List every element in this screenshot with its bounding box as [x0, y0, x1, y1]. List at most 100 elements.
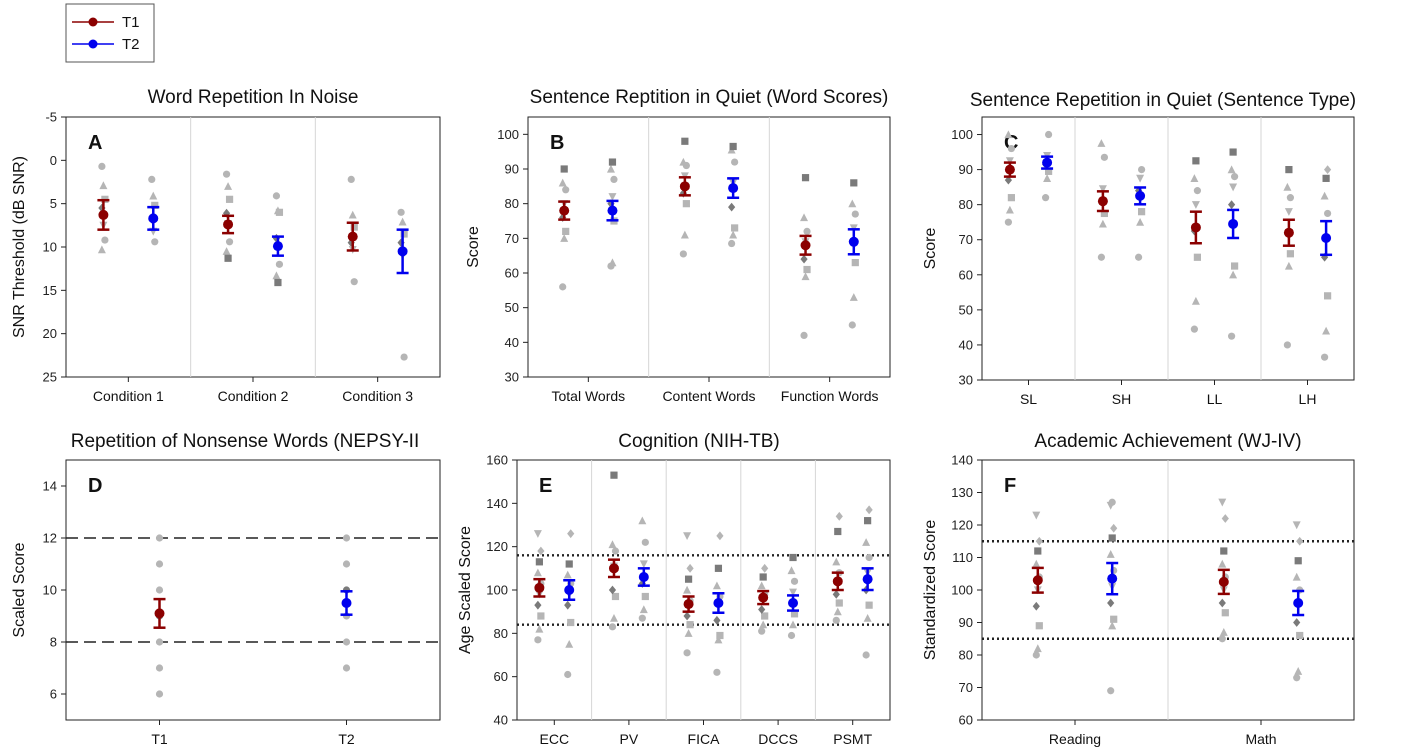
- panel-letter: B: [550, 132, 564, 154]
- panel-C: 30 40 50 60 70 80 90 100 SL SH LL LH Sentence Repeti…: [922, 90, 1356, 407]
- y-tick-label: 14: [43, 479, 57, 494]
- mean-point: [272, 241, 283, 252]
- individual-point: [863, 613, 872, 622]
- individual-point: [1294, 667, 1303, 675]
- individual-point: [1045, 167, 1053, 175]
- individual-point: [1285, 166, 1293, 174]
- individual-point: [1032, 601, 1040, 611]
- y-tick-label: 40: [959, 337, 973, 352]
- y-tick-label: 70: [959, 232, 973, 247]
- mean-point: [679, 181, 690, 192]
- individual-point: [400, 353, 408, 361]
- individual-point: [1035, 536, 1043, 546]
- series-t1: [1031, 498, 1230, 659]
- individual-point: [97, 245, 106, 254]
- individual-point: [833, 607, 842, 616]
- individual-point: [832, 589, 840, 599]
- individual-point: [758, 627, 766, 635]
- individual-point: [1004, 130, 1013, 139]
- mean-point: [1321, 232, 1332, 243]
- individual-point: [1138, 166, 1146, 174]
- y-tick-label: 30: [959, 373, 973, 388]
- individual-point: [610, 471, 618, 479]
- mean-point: [608, 563, 619, 574]
- individual-point: [608, 540, 617, 549]
- mean-point: [1228, 218, 1239, 229]
- individual-point: [849, 293, 858, 301]
- individual-point: [1294, 557, 1302, 565]
- individual-point: [1005, 157, 1014, 166]
- individual-point: [683, 649, 691, 657]
- mean-point: [1107, 573, 1118, 584]
- individual-point: [560, 234, 569, 242]
- mean-point: [713, 598, 724, 608]
- mean-point: [758, 592, 769, 603]
- individual-point: [608, 258, 617, 267]
- individual-point: [1284, 261, 1293, 270]
- individual-point: [1100, 209, 1108, 218]
- y-tick-label: 90: [959, 615, 973, 630]
- individual-point: [790, 610, 799, 618]
- mean-point: [559, 205, 570, 216]
- legend: T1 T2: [65, 3, 155, 63]
- individual-point: [611, 547, 620, 555]
- y-axis-label: Age Scaled Score: [457, 526, 474, 654]
- individual-point: [731, 224, 739, 232]
- mean-point: [1283, 227, 1294, 238]
- legend-box: [65, 3, 155, 63]
- y-tick-label: 10: [43, 583, 57, 598]
- individual-point: [609, 613, 618, 622]
- individual-point: [865, 553, 873, 562]
- individual-point: [1324, 209, 1332, 218]
- individual-point: [347, 175, 355, 183]
- individual-point: [641, 592, 649, 601]
- individual-point: [1284, 208, 1293, 216]
- individual-point: [787, 631, 796, 640]
- individual-point: [608, 623, 617, 631]
- mean-point: [832, 576, 843, 587]
- individual-point: [1097, 253, 1105, 261]
- y-tick-label: 90: [959, 162, 973, 177]
- individual-point: [1110, 523, 1118, 533]
- individual-point: [1293, 618, 1301, 627]
- individual-point: [1227, 165, 1236, 174]
- individual-point: [559, 283, 567, 291]
- individual-point: [1293, 674, 1301, 682]
- individual-point: [400, 230, 408, 238]
- individual-point: [862, 651, 870, 659]
- mean-point: [1004, 164, 1015, 175]
- individual-point: [714, 635, 723, 644]
- mean-point: [1097, 196, 1108, 207]
- individual-point: [639, 605, 648, 614]
- individual-point: [1043, 174, 1052, 182]
- individual-point: [834, 527, 842, 536]
- individual-point: [683, 585, 692, 594]
- individual-point: [1045, 130, 1053, 139]
- mean-point: [1218, 576, 1229, 587]
- x-category-label: T1: [151, 731, 168, 747]
- y-tick-label: 100: [486, 583, 508, 598]
- individual-point: [1296, 536, 1304, 546]
- y-tick-label: 100: [951, 127, 973, 142]
- individual-point: [1218, 635, 1226, 643]
- individual-point: [790, 577, 799, 585]
- y-tick-label: 120: [951, 518, 973, 533]
- y-axis-label: Score: [465, 226, 482, 268]
- individual-point: [275, 208, 284, 216]
- individual-point: [1032, 651, 1040, 659]
- x-category-label: SL: [1020, 391, 1037, 407]
- x-category-label: LH: [1299, 391, 1317, 407]
- y-tick-label: 120: [486, 539, 508, 554]
- individual-point: [850, 179, 858, 187]
- individual-point: [851, 259, 859, 267]
- y-axis-label: Scaled Score: [11, 542, 28, 637]
- y-tick-label: 8: [50, 635, 57, 650]
- y-tick-label: 20: [43, 326, 57, 341]
- individual-point: [683, 611, 691, 621]
- individual-point: [686, 621, 694, 629]
- panel-B: 30 40 50 60 70 80 90 100 Total Words Content Word…: [465, 87, 891, 404]
- individual-point: [713, 615, 721, 625]
- individual-point: [1191, 201, 1200, 209]
- individual-point: [757, 581, 766, 590]
